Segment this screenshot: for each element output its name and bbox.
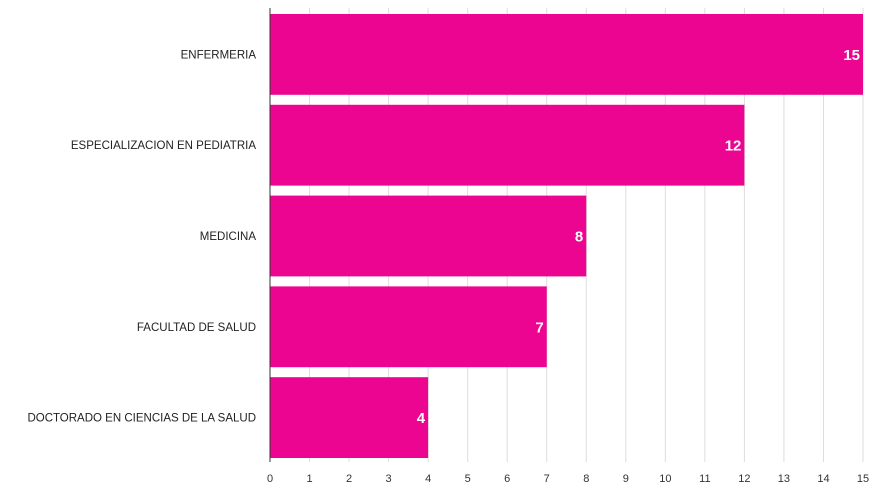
x-tick-label: 0 bbox=[267, 473, 273, 485]
x-tick-label: 9 bbox=[623, 473, 629, 485]
x-tick-label: 15 bbox=[857, 473, 869, 485]
data-label: 12 bbox=[725, 138, 742, 155]
category-label: ENFERMERIA bbox=[181, 49, 257, 61]
x-tick-label: 8 bbox=[583, 473, 589, 485]
x-tick-label: 7 bbox=[544, 473, 550, 485]
data-label: 15 bbox=[843, 47, 860, 64]
bar bbox=[270, 104, 745, 186]
x-tick-label: 5 bbox=[465, 473, 471, 485]
category-label: FACULTAD DE SALUD bbox=[137, 322, 256, 334]
x-tick-label: 14 bbox=[817, 473, 829, 485]
category-label: DOCTORADO EN CIENCIAS DE LA SALUD bbox=[27, 413, 256, 425]
category-labels: ENFERMERIA ESPECIALIZACION EN PEDIATRIA ME… bbox=[27, 49, 256, 424]
category-label: ESPECIALIZACION EN PEDIATRIA bbox=[71, 140, 256, 152]
x-tick-label: 4 bbox=[425, 473, 431, 485]
x-axis-ticks: 0 1 2 3 4 5 6 7 8 9 10 11 12 13 14 15 bbox=[267, 473, 869, 485]
x-tick-label: 11 bbox=[699, 473, 710, 485]
x-tick-label: 13 bbox=[778, 473, 790, 485]
x-tick-label: 2 bbox=[346, 473, 352, 485]
category-label: MEDICINA bbox=[200, 231, 257, 243]
data-label: 8 bbox=[575, 229, 583, 246]
bar bbox=[270, 195, 587, 277]
data-label: 7 bbox=[535, 319, 543, 336]
value-labels: 15 12 8 7 4 bbox=[417, 47, 860, 427]
x-tick-label: 12 bbox=[738, 473, 750, 485]
data-label: 4 bbox=[417, 410, 426, 427]
x-tick-label: 1 bbox=[306, 473, 312, 485]
x-tick-label: 6 bbox=[504, 473, 510, 485]
x-tick-label: 3 bbox=[386, 473, 392, 485]
bar bbox=[270, 377, 429, 459]
bar bbox=[270, 13, 863, 95]
bars bbox=[270, 13, 863, 459]
bar bbox=[270, 286, 547, 368]
x-tick-label: 10 bbox=[659, 473, 671, 485]
